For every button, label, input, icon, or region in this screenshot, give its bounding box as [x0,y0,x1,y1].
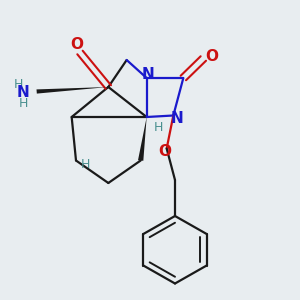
Text: N: N [17,85,30,100]
Text: O: O [205,49,218,64]
Text: H: H [81,158,90,171]
Text: H: H [14,78,23,92]
Text: N: N [142,67,155,82]
Text: O: O [70,37,83,52]
Text: N: N [170,111,183,126]
Polygon shape [37,87,108,94]
Text: O: O [158,144,172,159]
Text: H: H [154,121,163,134]
Text: H: H [19,97,28,110]
Polygon shape [138,117,147,161]
